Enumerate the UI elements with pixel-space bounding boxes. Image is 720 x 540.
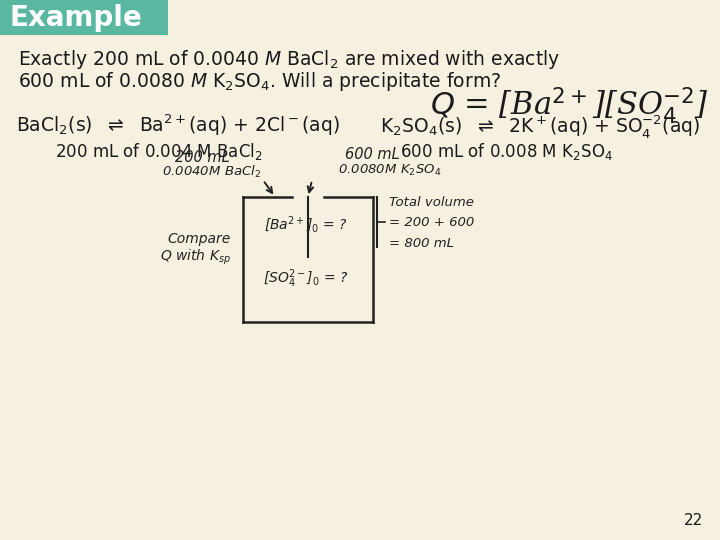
Text: K$_2$SO$_4$(s)  $\rightleftharpoons$  2K$^+$(aq) + SO$_4^{-2}$(aq): K$_2$SO$_4$(s) $\rightleftharpoons$ 2K$^… (380, 113, 701, 140)
Text: = 200 + 600: = 200 + 600 (389, 215, 474, 228)
Text: 0.0080M K$_2$SO$_4$: 0.0080M K$_2$SO$_4$ (338, 163, 441, 178)
Text: 200 mL of 0.004 M BaCl$_2$: 200 mL of 0.004 M BaCl$_2$ (55, 141, 263, 162)
Text: 600 mL: 600 mL (345, 147, 400, 162)
Text: 600 mL of 0.008 M K$_2$SO$_4$: 600 mL of 0.008 M K$_2$SO$_4$ (400, 141, 613, 162)
Text: Example: Example (10, 4, 143, 32)
Text: = 800 mL: = 800 mL (389, 237, 454, 249)
Text: Total volume: Total volume (389, 195, 474, 208)
Text: 200 mL: 200 mL (175, 150, 230, 165)
Text: $Q$ = [Ba$^{2+}$][SO$_4^{-2}$]: $Q$ = [Ba$^{2+}$][SO$_4^{-2}$] (430, 85, 708, 126)
Text: Compare
Q with K$_{sp}$: Compare Q with K$_{sp}$ (160, 232, 231, 267)
Text: [Ba$^{2+}$]$_0$ = ?: [Ba$^{2+}$]$_0$ = ? (264, 214, 348, 235)
Text: [SO$_4^{2-}$]$_0$ = ?: [SO$_4^{2-}$]$_0$ = ? (264, 267, 348, 289)
Text: BaCl$_2$(s)  $\rightleftharpoons$  Ba$^{2+}$(aq) + 2Cl$^-$(aq): BaCl$_2$(s) $\rightleftharpoons$ Ba$^{2+… (16, 113, 340, 138)
Text: 22: 22 (684, 513, 703, 528)
Text: Exactly 200 mL of 0.0040 $\it{M}$ BaCl$_2$ are mixed with exactly: Exactly 200 mL of 0.0040 $\it{M}$ BaCl$_… (18, 48, 560, 71)
Text: 600 mL of 0.0080 $\it{M}$ K$_2$SO$_4$. Will a precipitate form?: 600 mL of 0.0080 $\it{M}$ K$_2$SO$_4$. W… (18, 70, 501, 93)
Text: 0.0040M BaCl$_2$: 0.0040M BaCl$_2$ (162, 164, 261, 180)
Bar (0, 0, 168, 35)
